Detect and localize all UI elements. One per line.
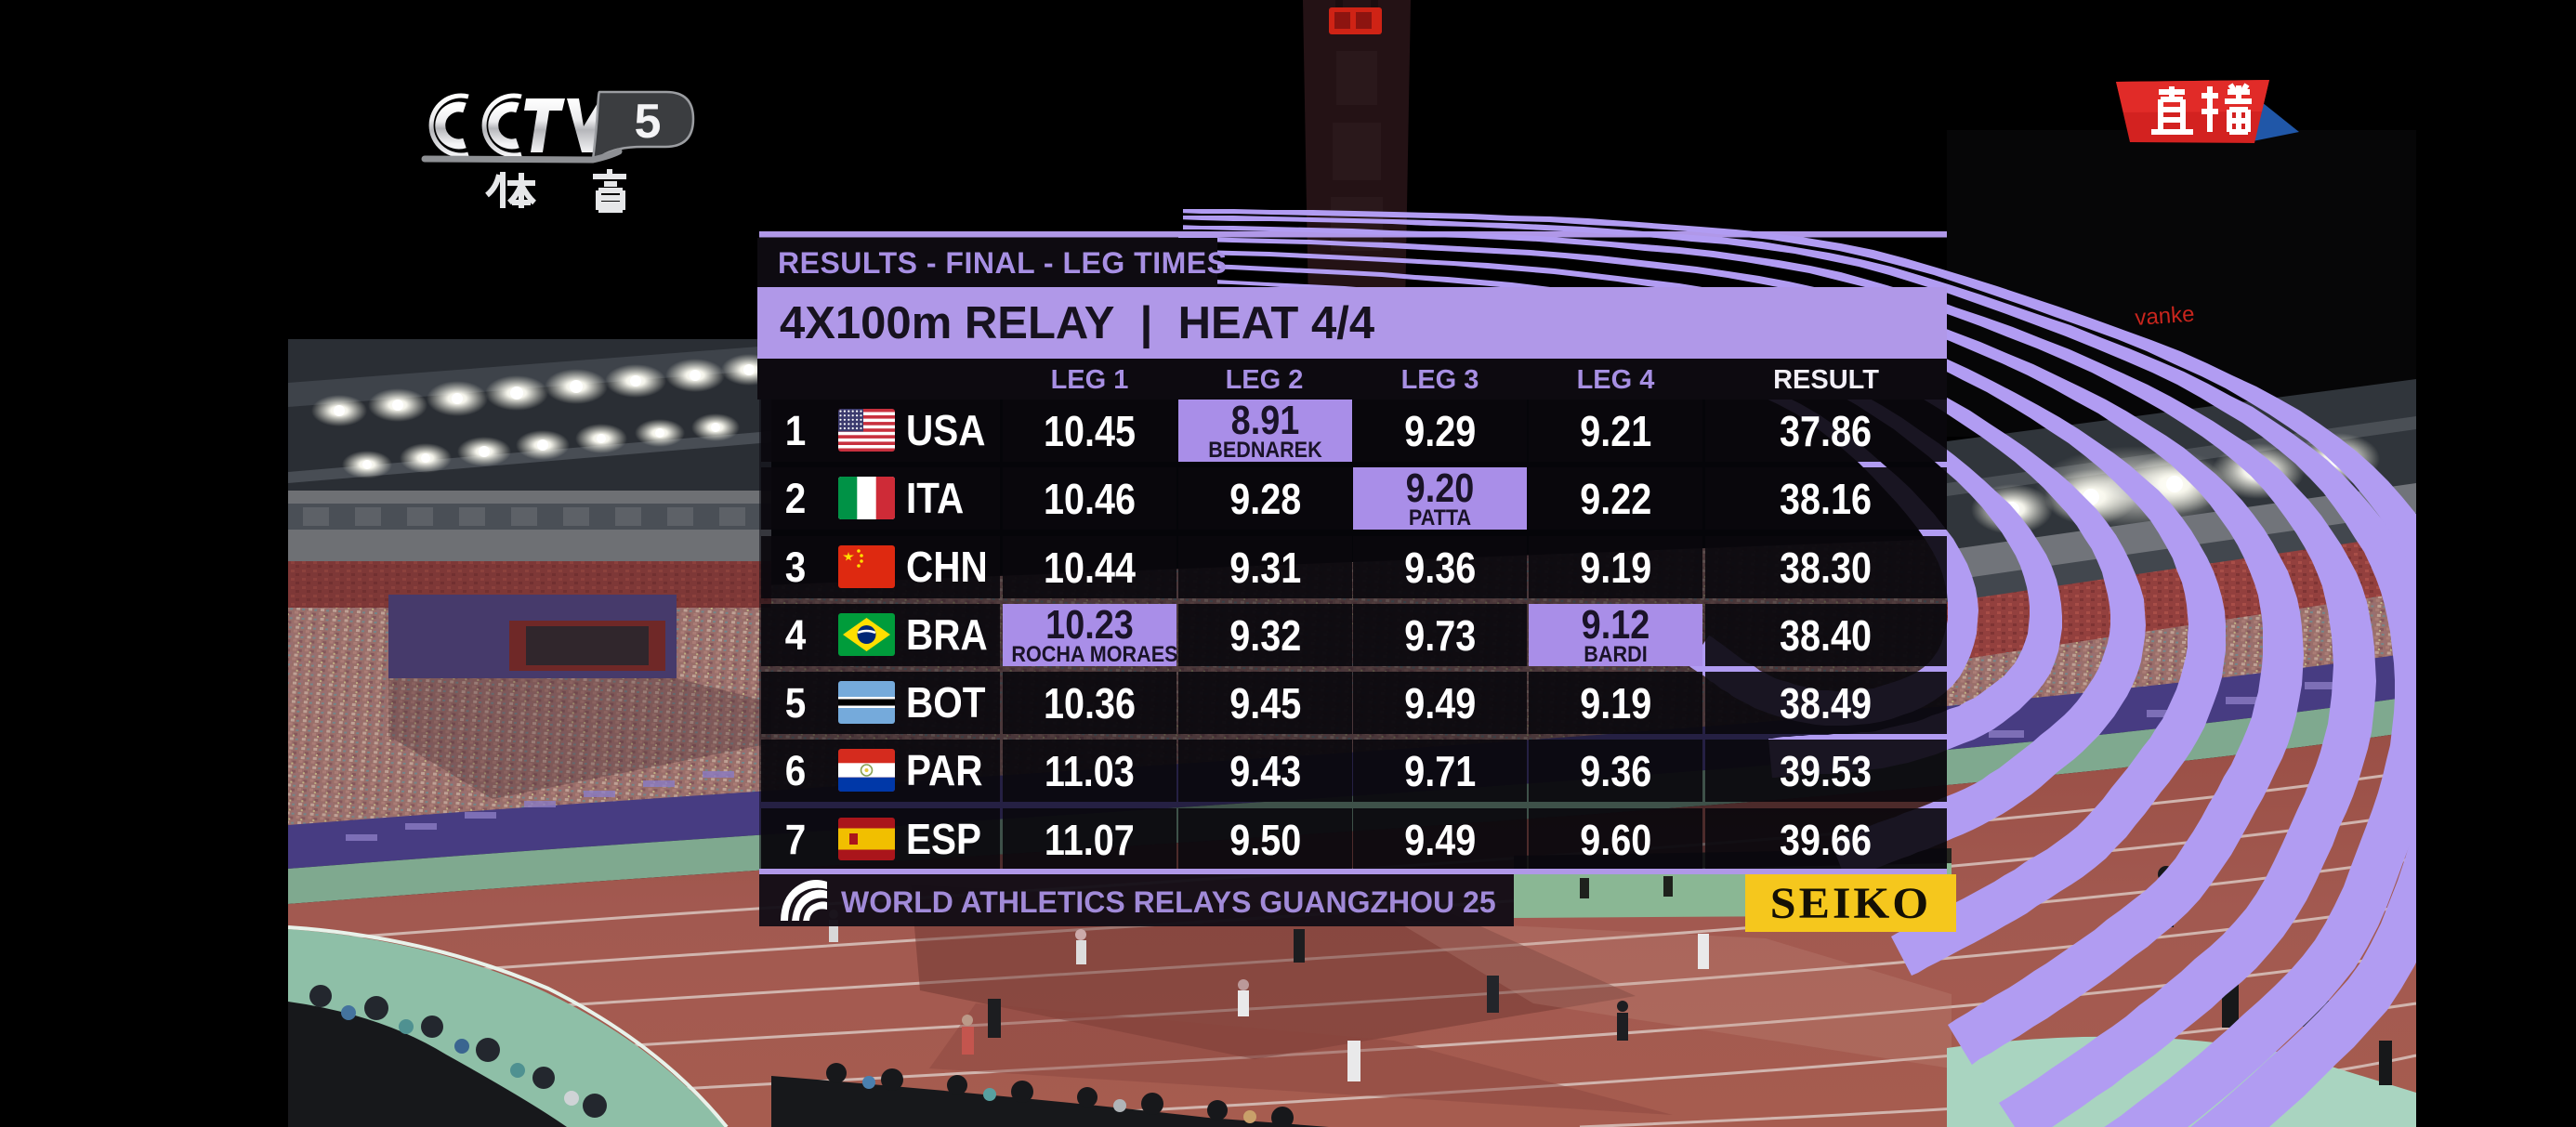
- svg-text:5: 5: [635, 95, 662, 149]
- svg-text:vanke: vanke: [2135, 302, 2196, 331]
